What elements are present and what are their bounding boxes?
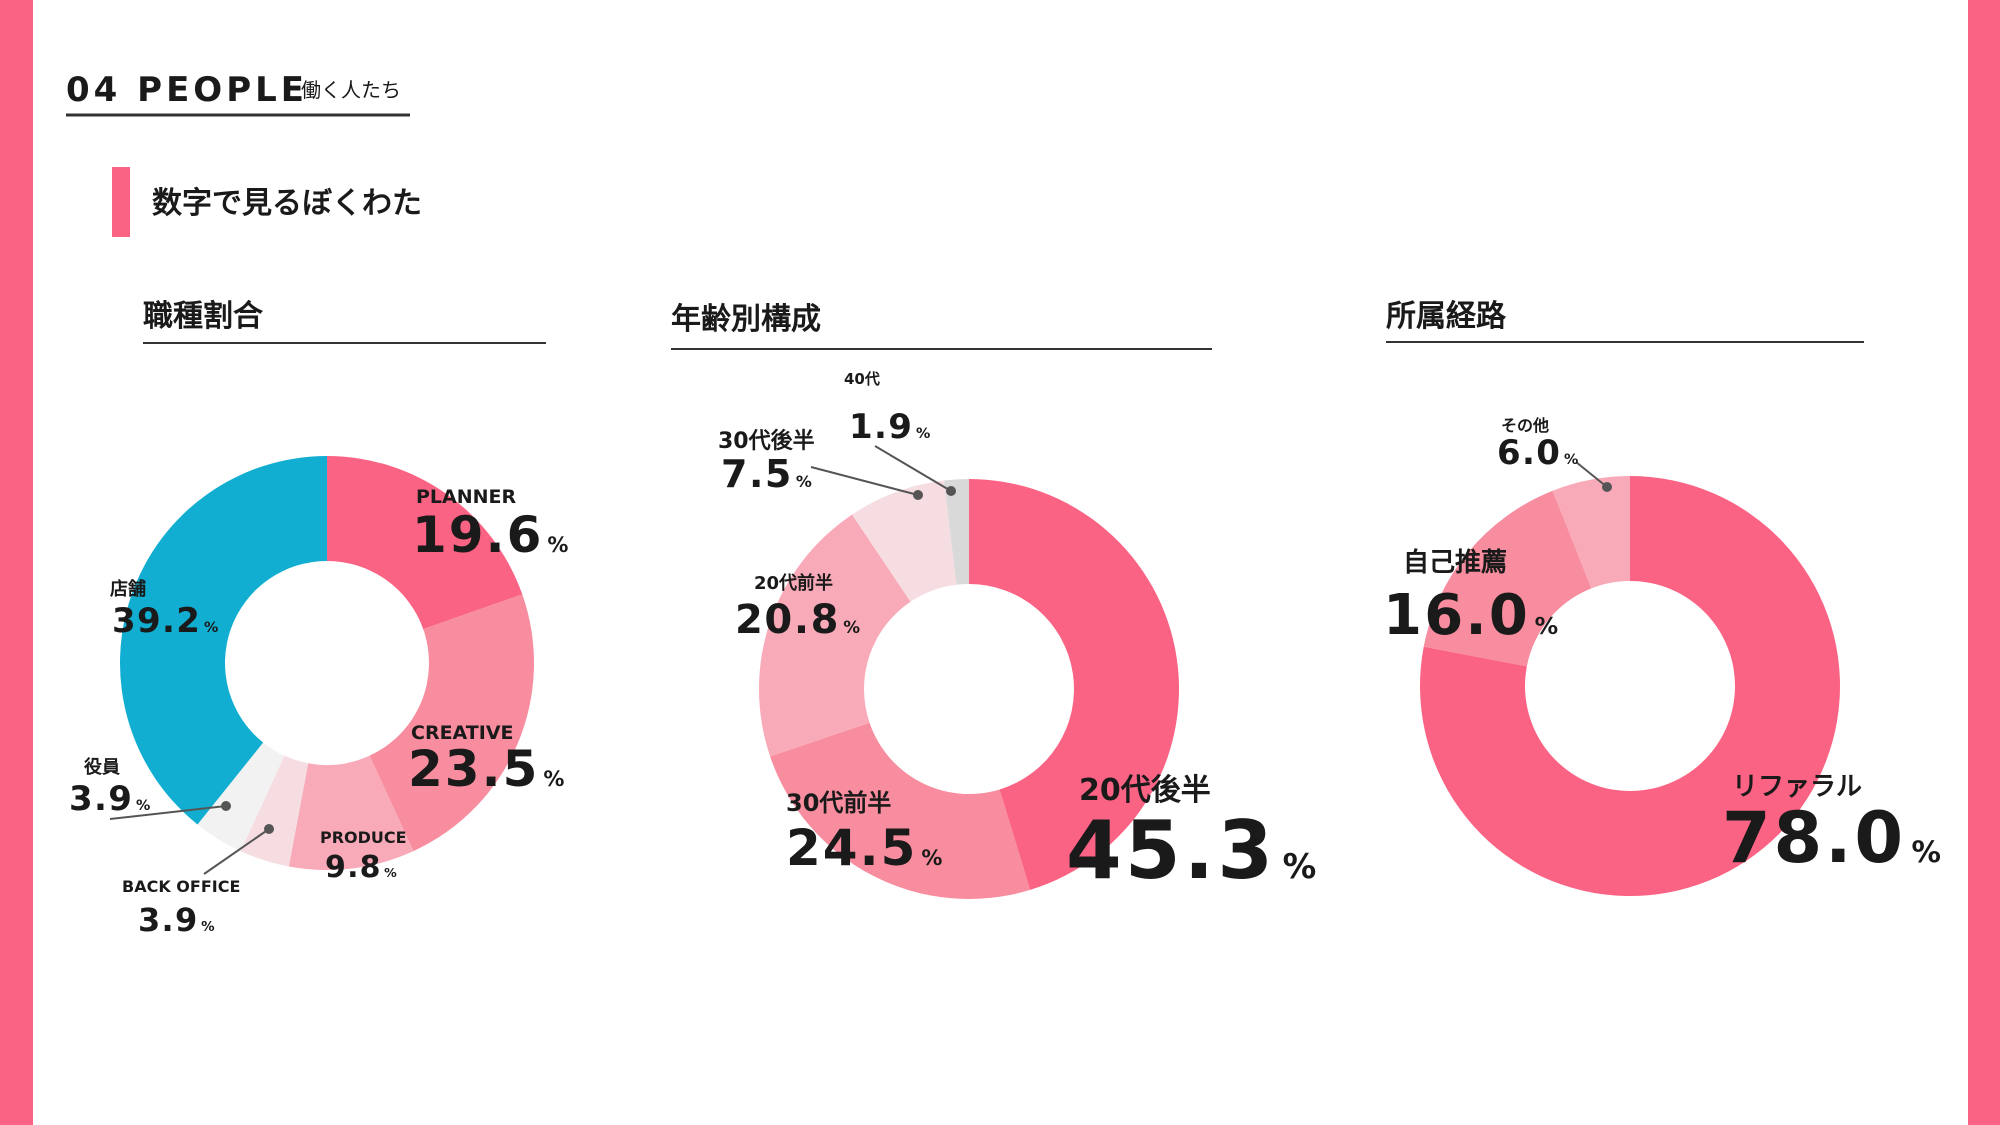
category-label: 30代後半: [718, 428, 815, 454]
value-label: 20.8: [735, 597, 840, 643]
chart-title: 職種割合: [143, 299, 263, 334]
leader-line: [109, 805, 227, 820]
value-label: 6.0: [1497, 433, 1561, 473]
leader-line: [1575, 461, 1608, 488]
donut-segment: [759, 514, 911, 757]
category-label: CREATIVE: [411, 722, 514, 744]
category-label: PLANNER: [416, 486, 517, 508]
unit-label: %: [1564, 452, 1578, 468]
unit-label: %: [204, 620, 218, 636]
unit-label: %: [543, 767, 564, 791]
value-label: 19.6: [412, 506, 543, 564]
unit-label: %: [136, 798, 150, 814]
value-label: 78.0: [1722, 797, 1906, 879]
heading-bar: [112, 167, 130, 237]
leader-dot: [913, 490, 923, 500]
unit-label: %: [547, 533, 568, 557]
category-label: 40代: [844, 370, 880, 388]
side-bar: [0, 0, 33, 1125]
donut-segment: [1423, 490, 1592, 667]
value-label: 9.8: [325, 850, 382, 885]
unit-label: %: [921, 846, 942, 870]
value-label: 23.5: [408, 740, 539, 798]
donut-segment: [197, 742, 285, 852]
donut-segment: [369, 594, 534, 852]
value-label: 16.0: [1383, 583, 1530, 648]
chart-title: 所属経路: [1386, 299, 1507, 334]
leader-dot: [221, 801, 231, 811]
chart-title: 年齢別構成: [671, 302, 821, 337]
unit-label: %: [796, 472, 812, 491]
leader-line: [203, 828, 270, 875]
donut-segment: [240, 755, 309, 867]
category-label: 20代前半: [754, 572, 833, 594]
value-label: 45.3: [1066, 804, 1276, 897]
value-label: 7.5: [721, 452, 793, 496]
value-label: 3.9: [69, 779, 133, 819]
category-label: 店舗: [110, 578, 146, 600]
category-label: BACK OFFICE: [122, 877, 240, 896]
leader-line: [810, 466, 919, 496]
donut-segment: [1420, 476, 1840, 896]
unit-label: %: [384, 865, 397, 880]
unit-label: %: [843, 617, 860, 637]
section-title: 04 PEOPLE: [66, 70, 308, 110]
leader-dot: [264, 824, 274, 834]
donut-segment: [1552, 476, 1630, 589]
category-label: リファラル: [1732, 772, 1862, 802]
leader-line: [874, 445, 952, 492]
leader-dot: [946, 486, 956, 496]
category-label: 役員: [84, 756, 120, 778]
unit-label: %: [916, 426, 930, 442]
unit-label: %: [1912, 835, 1941, 869]
donut-segment: [327, 456, 523, 630]
unit-label: %: [1535, 612, 1559, 640]
section-subtitle: 働く人たち: [301, 78, 401, 102]
category-label: PRODUCE: [320, 828, 407, 847]
heading: 数字で見るぼくわた: [152, 186, 422, 221]
category-label: その他: [1501, 416, 1549, 435]
unit-label: %: [201, 920, 215, 935]
value-label: 24.5: [786, 819, 917, 877]
value-label: 1.9: [849, 407, 913, 447]
leader-dot: [1602, 482, 1612, 492]
donut-segment: [852, 480, 957, 602]
donut-segment: [969, 479, 1180, 890]
category-label: 自己推薦: [1403, 547, 1507, 578]
donut-segment: [288, 755, 414, 870]
value-label: 3.9: [138, 901, 199, 939]
side-bar: [1968, 0, 2000, 1125]
donut-segment: [943, 479, 969, 585]
donut-segment: [770, 722, 1031, 899]
category-label: 30代前半: [786, 789, 891, 817]
category-label: 20代後半: [1079, 773, 1211, 808]
donut-segment: [120, 456, 328, 825]
unit-label: %: [1283, 847, 1317, 886]
value-label: 39.2: [112, 601, 201, 641]
